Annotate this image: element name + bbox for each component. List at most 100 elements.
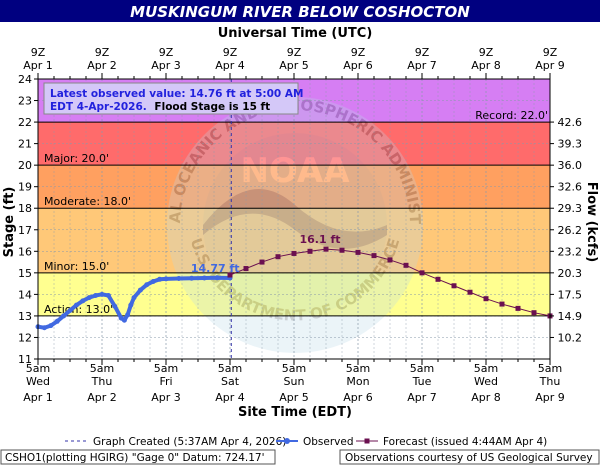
forecast-point (355, 249, 361, 255)
bottom-tick-time: 5am (346, 362, 370, 375)
bottom-tick-time: 5am (538, 362, 562, 375)
flow-tick-label: 29.3 (558, 202, 583, 215)
title-bar (0, 0, 600, 22)
flow-tick-label: 14.9 (558, 310, 583, 323)
flow-tick-label: 10.2 (558, 331, 583, 344)
stage-tick-label: 17 (18, 224, 32, 237)
footer-left-text: CSHO1(plotting HGIRG) "Gage 0" Datum: 72… (5, 452, 264, 464)
top-tick-time: 9Z (479, 46, 494, 59)
forecast-point (451, 283, 457, 289)
top-axis-title: Universal Time (UTC) (218, 26, 373, 41)
action-threshold-label: Action: 13.0' (44, 303, 113, 316)
bottom-tick-time: 5am (410, 362, 434, 375)
forecast-point (339, 247, 345, 253)
forecast-point (403, 262, 409, 268)
top-tick-date: Apr 4 (215, 59, 245, 72)
bottom-tick-time: 5am (218, 362, 242, 375)
forecast-peak-label: 16.1 ft (299, 233, 340, 246)
top-tick-date: Apr 2 (87, 59, 117, 72)
observed-point (99, 291, 105, 297)
top-tick-date: Apr 8 (471, 59, 501, 72)
flow-tick-label: 17.5 (558, 288, 583, 301)
forecast-point (259, 259, 265, 265)
forecast-point (499, 301, 505, 307)
observed-point (48, 323, 54, 329)
top-tick-date: Apr 5 (279, 59, 309, 72)
forecast-point (323, 246, 329, 252)
left-axis-title: Stage (ft) (2, 187, 17, 258)
forecast-point (435, 276, 441, 282)
observed-point (93, 292, 99, 298)
legend-forecast-marker (364, 438, 370, 444)
top-tick-time: 9Z (95, 46, 110, 59)
info-box-bg (43, 82, 299, 115)
observed-point (214, 275, 220, 281)
top-tick-date: Apr 3 (151, 59, 181, 72)
bottom-tick-time: 5am (282, 362, 306, 375)
noaa-seal-center-text: NOAA (240, 151, 350, 191)
footer-left-box (0, 449, 276, 465)
bottom-tick-time: 5am (474, 362, 498, 375)
legend-observed-marker (284, 438, 290, 444)
forecast-point (531, 310, 537, 316)
legend-created-label: Graph Created (5:37AM Apr 4, 2026) (93, 436, 286, 448)
bottom-tick-date: Apr 7 (407, 391, 437, 404)
top-tick-date: Apr 1 (23, 59, 53, 72)
info-box: Latest observed value: 14.76 ft at 5:00 … (43, 82, 303, 115)
bottom-tick-date: Apr 4 (215, 391, 245, 404)
forecast-point (419, 270, 425, 276)
forecast-point (371, 253, 377, 259)
observed-point (86, 295, 92, 301)
data-series: 14.77 ft 16.1 ft (35, 79, 553, 359)
bottom-tick-date: Apr 9 (535, 391, 565, 404)
bottom-tick-date: Apr 8 (471, 391, 501, 404)
flow-tick-label: 32.6 (558, 181, 583, 194)
noaa-seal-inner (203, 133, 387, 317)
bottom-tick-day: Thu (91, 375, 113, 388)
observed-point (125, 312, 131, 318)
top-tick-date: Apr 7 (407, 59, 437, 72)
top-tick-time: 9Z (223, 46, 238, 59)
stage-tick-label: 12 (18, 331, 32, 344)
chart-title: MUSKINGUM RIVER BELOW COSHOCTON (130, 3, 470, 21)
bottom-tick-day: Wed (26, 375, 50, 388)
observed-peak-label: 14.77 ft (191, 262, 240, 275)
observed-point (201, 275, 207, 281)
observed-point (121, 317, 127, 323)
observed-point (189, 275, 195, 281)
footer-right-box (339, 449, 600, 465)
bottom-tick-day: Fri (159, 375, 172, 388)
forecast-point (467, 289, 473, 295)
stage-tick-label: 20 (18, 159, 32, 172)
flow-tick-label: 26.2 (558, 224, 583, 237)
forecast-point (227, 272, 233, 278)
stage-tick-label: 22 (18, 116, 32, 129)
forecast-point (291, 250, 297, 256)
record-threshold-label: Record: 22.0' (475, 109, 548, 122)
observed-point (80, 298, 86, 304)
forecast-point (387, 257, 393, 263)
stage-tick-label: 21 (18, 138, 32, 151)
flow-tick-label: 20.3 (558, 267, 583, 280)
threshold-lines: Record: 22.0' Major: 20.0' Moderate: 18.0'… (38, 109, 550, 317)
bottom-tick-date: Apr 3 (151, 391, 181, 404)
top-tick-time: 9Z (287, 46, 302, 59)
legend-observed-label: Observed (303, 436, 354, 448)
bottom-tick-day: Sat (221, 375, 240, 388)
observed-point (41, 325, 47, 331)
top-tick-time: 9Z (159, 46, 174, 59)
bottom-tick-day: Sun (284, 375, 305, 388)
info-box-line2-suffix: Flood Stage is 15 ft (154, 101, 270, 113)
legend-forecast-label: Forecast (issued 4:44AM Apr 4) (383, 436, 547, 448)
observed-point (67, 308, 73, 314)
observed-point (163, 276, 169, 282)
stage-tick-label: 16 (18, 245, 32, 258)
stage-tick-label: 14 (18, 288, 32, 301)
stage-tick-label: 19 (18, 181, 32, 194)
flow-tick-label: 36.0 (558, 159, 583, 172)
top-tick-time: 9Z (31, 46, 46, 59)
forecast-point (243, 266, 249, 272)
forecast-point (483, 296, 489, 302)
observed-point (73, 302, 79, 308)
